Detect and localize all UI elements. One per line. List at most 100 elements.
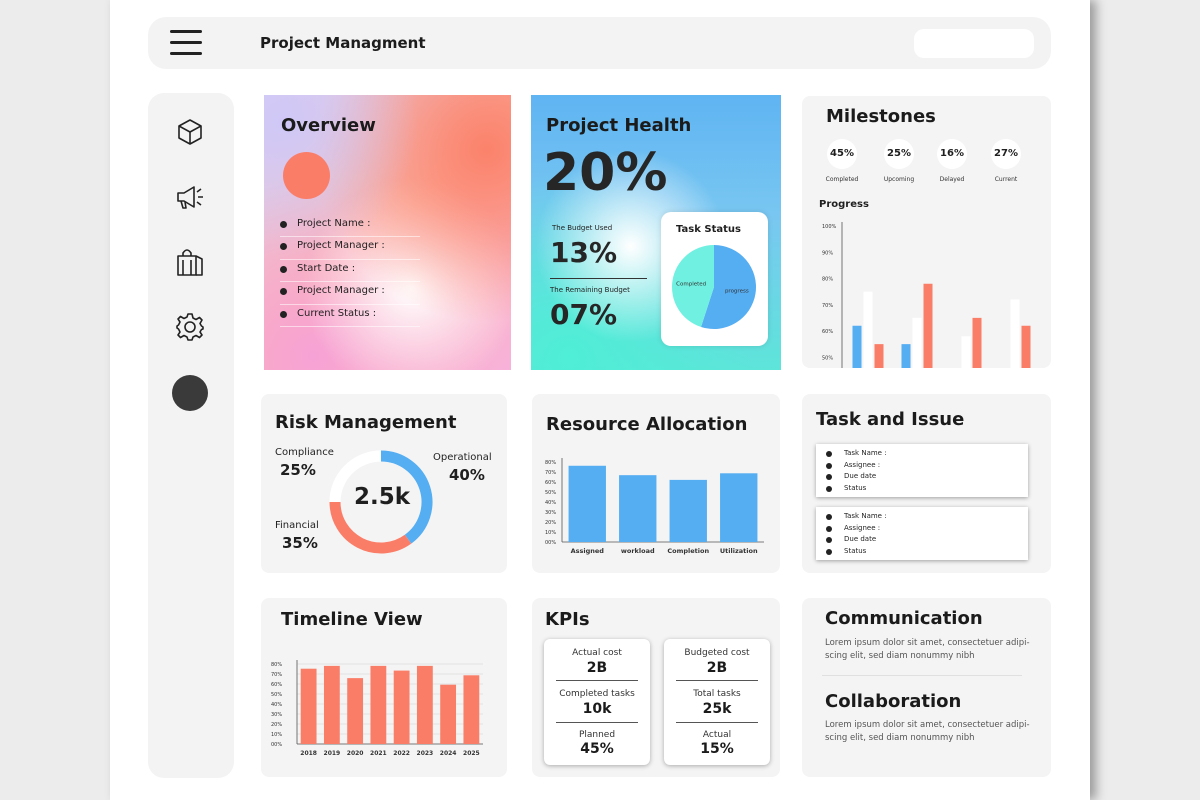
kpi-divider xyxy=(556,680,638,681)
kpi-budgeted-cost-label: Budgeted cost xyxy=(684,648,750,658)
section-divider xyxy=(822,675,1022,676)
communication-text: Lorem ipsum dolor sit amet, consectetuer… xyxy=(825,638,1030,661)
y-tick-label: 60% xyxy=(271,682,282,688)
y-tick-label: 80% xyxy=(271,662,282,668)
milestone-current-label: Current xyxy=(994,176,1018,183)
progress-chart: 100%90%80%70%60%50%40%30%20%202220232024… xyxy=(822,222,1031,368)
task-and-issue-card: Task and Issue Task Name : Assignee : Du… xyxy=(802,394,1051,573)
bar xyxy=(323,665,340,744)
bar xyxy=(720,473,758,542)
y-tick-label: 10% xyxy=(271,732,282,738)
y-tick-label: 20% xyxy=(271,722,282,728)
x-tick-label: Utilization xyxy=(720,547,758,555)
task-assignee-field: Assignee : xyxy=(826,523,887,535)
compliance-value: 25% xyxy=(280,461,316,479)
kpi-actual-value: 15% xyxy=(700,741,734,757)
collaboration-title: Collaboration xyxy=(825,691,962,712)
bar xyxy=(972,317,982,368)
y-tick-label: 60% xyxy=(545,480,556,486)
x-tick-label: 2023 xyxy=(417,750,434,757)
operational-label: Operational xyxy=(433,452,492,463)
risk-donut-chart xyxy=(329,450,433,554)
task-due-date-field: Due date xyxy=(826,471,887,483)
task-issue-title: Task and Issue xyxy=(816,409,965,430)
shopping-bag-icon[interactable] xyxy=(174,246,206,278)
y-tick-label: 80% xyxy=(545,460,556,466)
y-tick-label: 30% xyxy=(271,712,282,718)
donut-segment-compliance xyxy=(329,450,382,503)
pie-slice-completed xyxy=(672,245,714,327)
task-assignee-field: Assignee : xyxy=(826,460,887,472)
kpi-actual-label: Actual xyxy=(702,730,732,740)
project-health-card: Project Health 20% The Budget Used 13% T… xyxy=(531,95,781,370)
kpi-actual-cost-label: Actual cost xyxy=(572,648,622,658)
x-tick-label: 2018 xyxy=(300,750,317,757)
bar xyxy=(393,670,410,744)
bar xyxy=(370,665,387,744)
y-tick-label: 40% xyxy=(545,500,556,506)
kpis-card: KPIs Actual cost 2B Completed tasks 10k … xyxy=(532,598,780,777)
bar xyxy=(1010,299,1020,368)
field-current-status: Current Status : xyxy=(280,305,420,327)
avatar[interactable] xyxy=(172,375,208,411)
task-due-date-field: Due date xyxy=(826,534,887,546)
task-card-1[interactable]: Task Name : Assignee : Due date Status xyxy=(816,444,1028,497)
x-tick-label: 2024 xyxy=(440,750,457,757)
kpi-total-tasks-value: 25k xyxy=(702,701,732,717)
task-name-field: Task Name : xyxy=(826,448,887,460)
financial-value: 35% xyxy=(282,534,318,552)
budget-used-label: The Budget Used xyxy=(552,224,613,232)
megaphone-icon[interactable] xyxy=(174,181,206,213)
donut-segment-financial xyxy=(329,501,412,554)
remaining-budget-value: 07% xyxy=(550,298,618,331)
milestone-delayed-label: Delayed xyxy=(939,176,965,183)
bar xyxy=(863,291,873,368)
milestones-card: Milestones 45% 25% 16% 27% Completed Upc… xyxy=(802,96,1051,368)
task-status-field: Status xyxy=(826,546,887,558)
overview-card: Overview Project Name : Project Manager … xyxy=(264,95,511,370)
search-input[interactable] xyxy=(914,29,1034,58)
gear-icon[interactable] xyxy=(174,311,206,343)
milestone-delayed-value: 16% xyxy=(937,139,967,169)
risk-management-card: Risk Management 2.5k Compliance 25% Oper… xyxy=(261,394,507,573)
x-tick-label: 2020 xyxy=(347,750,364,757)
x-tick-label: Assigned xyxy=(571,547,605,555)
resource-allocation-card: Resource Allocation 80% 70% 60% 50% 40% 30% 20… xyxy=(532,394,780,573)
kpi-completed-tasks-label: Completed tasks xyxy=(559,689,635,699)
y-tick-label: 00% xyxy=(271,742,282,748)
project-logo-circle xyxy=(283,152,330,199)
health-divider xyxy=(550,278,647,279)
bar xyxy=(1021,325,1031,368)
donut-segment-operational xyxy=(380,450,433,544)
kpi-budgeted-cost-value: 2B xyxy=(706,660,728,676)
bar xyxy=(619,475,657,542)
bar xyxy=(912,317,922,368)
y-tick-label: 10% xyxy=(545,530,556,536)
y-tick-label: 70% xyxy=(545,470,556,476)
x-tick-label: 2022 xyxy=(393,750,410,757)
kpi-planned-value: 45% xyxy=(580,741,614,757)
y-tick-label: 90% xyxy=(822,250,833,256)
top-bar: Project Managment xyxy=(148,17,1051,69)
task-card-2[interactable]: Task Name : Assignee : Due date Status xyxy=(816,507,1028,560)
hamburger-menu-icon[interactable] xyxy=(170,30,202,56)
budget-used-value: 13% xyxy=(550,236,618,269)
bar xyxy=(568,465,606,542)
x-tick-label: Completion xyxy=(667,547,709,555)
x-tick-label: 2019 xyxy=(324,750,341,757)
kpi-completed-tasks-value: 10k xyxy=(582,701,612,717)
overview-title: Overview xyxy=(281,115,376,136)
y-tick-label: 100% xyxy=(822,224,837,230)
y-tick-label: 00% xyxy=(545,540,556,546)
field-project-manager-2: Project Manager : xyxy=(280,282,420,305)
milestones-title: Milestones xyxy=(826,106,936,127)
pie-slice-progress xyxy=(701,245,756,329)
cube-icon[interactable] xyxy=(174,116,206,148)
x-tick-label: workload xyxy=(621,547,655,555)
kpi-divider xyxy=(556,722,638,723)
communication-title: Communication xyxy=(825,608,983,629)
kpis-title: KPIs xyxy=(545,609,590,630)
compliance-label: Compliance xyxy=(275,447,334,458)
y-tick-label: 50% xyxy=(271,692,282,698)
field-project-name: Project Name : xyxy=(280,215,420,238)
